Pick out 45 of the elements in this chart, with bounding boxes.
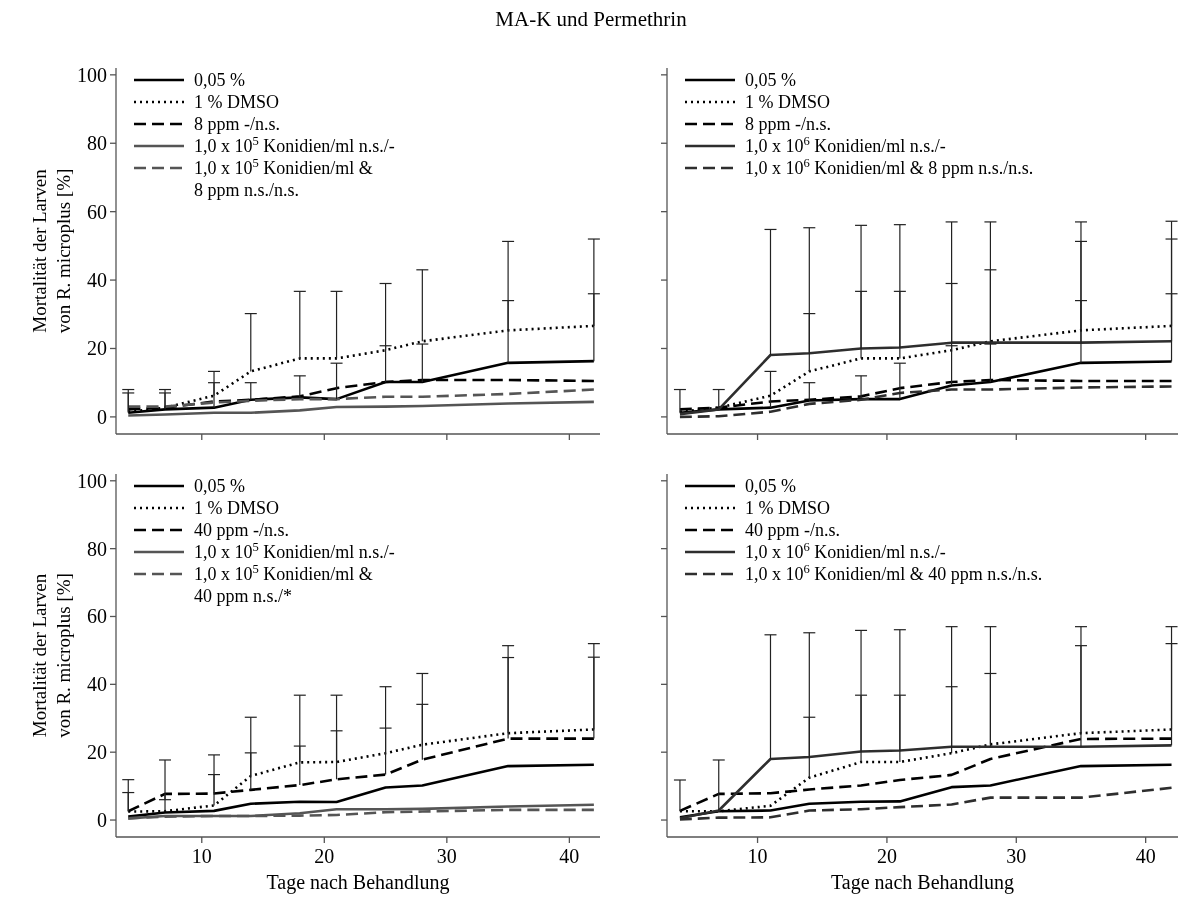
y-tick-label: 0 xyxy=(97,809,107,832)
legend-label: 0,05 % xyxy=(194,70,245,90)
legend-label: 1,0 x 10$^{6}$ Konidien/ml & 8 ppm n.s./n.s. xyxy=(745,156,1034,178)
legend-label: 1,0 x 10$^{5}$ Konidien/ml & 40 ppm n.s./* xyxy=(194,562,373,606)
legend-label: 0,05 % xyxy=(745,70,796,90)
x-tick-label: 20 xyxy=(876,845,897,867)
y-tick-label: 0 xyxy=(97,405,107,428)
legend-label: 1,0 x 10$^{6}$ Konidien/ml n.s./- xyxy=(745,540,946,562)
y-tick-label: 40 xyxy=(87,269,107,292)
legend-label: 1 % DMSO xyxy=(194,92,280,112)
y-tick-label: 20 xyxy=(87,337,107,360)
y-tick-label: 80 xyxy=(87,537,107,560)
x-axis-title: Tage nach Behandlung xyxy=(831,871,1014,894)
legend-label: 1 % DMSO xyxy=(745,498,831,518)
legend-label: 40 ppm -/n.s. xyxy=(194,520,290,540)
y-tick-label: 60 xyxy=(87,605,107,628)
legend-label: 1,0 x 10$^{6}$ Konidien/ml & 40 ppm n.s./n.s. xyxy=(745,562,1043,584)
y-tick-label: 100 xyxy=(77,63,107,86)
x-tick-label: 40 xyxy=(1135,845,1156,867)
legend-label: 8 ppm -/n.s. xyxy=(194,114,281,134)
y-axis-title: Mortalität der Larven von R. microplus [%] xyxy=(29,168,74,334)
legend-label: 1,0 x 10$^{5}$ Konidien/ml n.s./- xyxy=(194,540,395,562)
legend-label: 8 ppm -/n.s. xyxy=(745,114,832,134)
x-tick-label: 30 xyxy=(1006,845,1027,867)
legend-label: 0,05 % xyxy=(745,476,796,496)
y-tick-label: 100 xyxy=(77,469,107,492)
x-tick-label: 10 xyxy=(747,845,768,867)
y-tick-label: 80 xyxy=(87,132,107,155)
x-tick-label: 40 xyxy=(559,845,580,867)
x-axis-title: Tage nach Behandlung xyxy=(266,871,450,894)
x-tick-label: 20 xyxy=(314,845,335,867)
y-tick-label: 60 xyxy=(87,200,107,223)
legend-label: 40 ppm -/n.s. xyxy=(745,520,841,540)
y-tick-label: 40 xyxy=(87,673,107,696)
y-tick-label: 20 xyxy=(87,741,107,764)
legend-label: 1 % DMSO xyxy=(194,498,280,518)
chart-title: MA-K und Permethrin xyxy=(495,7,688,31)
legend-label: 0,05 % xyxy=(194,476,245,496)
y-axis-title: Mortalität der Larven von R. microplus [%] xyxy=(29,573,74,738)
legend-label: 1,0 x 10$^{5}$ Konidien/ml & 8 ppm n.s./n.s. xyxy=(194,156,373,200)
x-tick-label: 30 xyxy=(436,845,457,867)
legend-label: 1 % DMSO xyxy=(745,92,831,112)
x-tick-label: 10 xyxy=(191,845,212,867)
legend-label: 1,0 x 10$^{5}$ Konidien/ml n.s./- xyxy=(194,134,395,156)
legend-label: 1,0 x 10$^{6}$ Konidien/ml n.s./- xyxy=(745,134,946,156)
